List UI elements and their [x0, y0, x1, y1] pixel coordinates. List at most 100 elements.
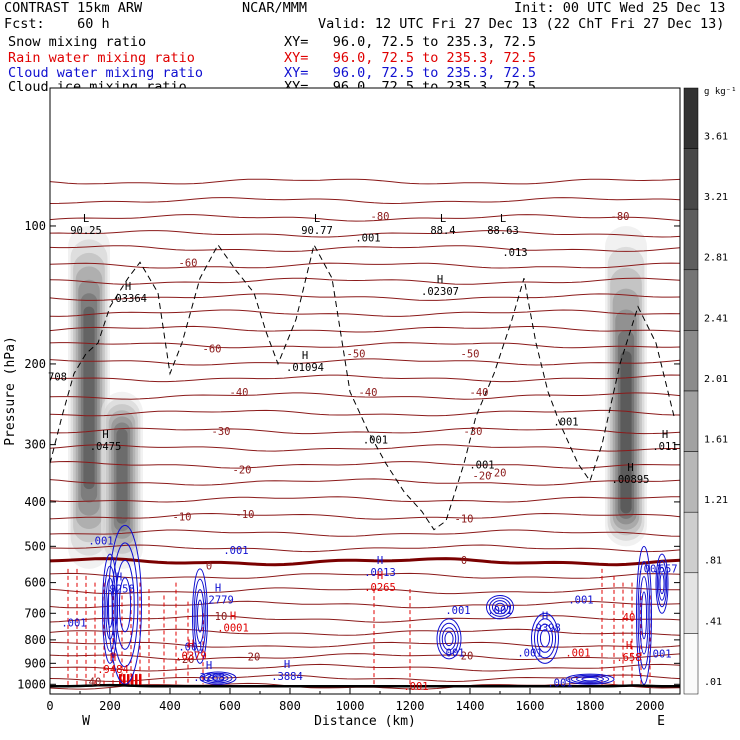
cloud-water-contour [486, 594, 514, 620]
cloud-water-contour [659, 573, 665, 595]
extremum-value: .011 [652, 441, 677, 453]
extremum-value: .03364 [109, 293, 147, 305]
isotherm-line [50, 178, 680, 185]
x-tick-label: 0 [46, 699, 53, 713]
extremum-value: .001 [487, 605, 512, 617]
extremum-value: .001 [547, 677, 572, 689]
y-tick-label: 600 [24, 576, 46, 590]
x-tick-label: 1800 [576, 699, 605, 713]
y-axis-label: Pressure (hPa) [3, 336, 18, 446]
extremum-value: .658 [616, 652, 641, 664]
cloud-water-contour [106, 589, 114, 628]
init-time: Init: 00 UTC Wed 25 Dec 13 [514, 0, 726, 16]
temperature-label: -20 [233, 465, 252, 477]
x-tick-label: 600 [219, 699, 241, 713]
y-tick-label: 800 [24, 633, 46, 647]
extremum-value: 90.77 [301, 225, 333, 237]
x-tick-label: 400 [159, 699, 181, 713]
cloud-water-contour [193, 578, 207, 654]
temperature-label: 20 [248, 652, 261, 664]
cloud-water-contour [639, 576, 649, 655]
y-tick-label: 400 [24, 495, 46, 509]
extremum-value: .3884 [271, 671, 303, 683]
colorbar-label: 1.21 [704, 495, 728, 506]
colorbar-segment [683, 269, 699, 331]
plot-background [50, 88, 680, 694]
colorbar-segment [683, 451, 699, 513]
extremum-value: .2779 [202, 595, 234, 607]
isotherm-line [50, 615, 680, 623]
isotherm-line [50, 460, 680, 469]
colorbar-label: .81 [704, 556, 722, 567]
cloud-water-contour [656, 560, 668, 608]
x-tick-label: 1000 [336, 699, 365, 713]
temperature-label: -30 [464, 426, 483, 438]
rain-core [135, 674, 138, 686]
extremum-mark: H [377, 570, 383, 582]
isotherm-line [50, 342, 680, 349]
colorbar-segment [683, 511, 699, 574]
extremum-value: .0265 [364, 582, 396, 594]
extremum-value: .001 [469, 460, 494, 472]
extremum-value: .001 [637, 564, 662, 576]
rain-water-contours [67, 568, 651, 687]
isotherm-line [50, 392, 680, 400]
temperature-label: -60 [179, 257, 198, 269]
cloud-ice-contours [50, 243, 675, 531]
extremum-value: .0013 [364, 567, 396, 579]
cloud-water-contour [195, 589, 205, 644]
extremum-value: 88.63 [487, 225, 519, 237]
extremum-value: .0475 [90, 441, 122, 453]
temperature-label: 0 [206, 560, 212, 572]
east-label: E [657, 714, 665, 729]
temperature-label: -60 [203, 343, 222, 355]
extremum-mark: H [626, 640, 632, 652]
cloud-water-contour [581, 676, 599, 682]
isotherm-line [50, 663, 680, 672]
cloud-water-contour [444, 631, 454, 647]
extremum-value: 88.4 [430, 225, 455, 237]
x-tick-label: 1400 [456, 699, 485, 713]
cloud-water-contour [102, 553, 118, 664]
cloud-water-contour [488, 597, 512, 617]
extremum-value: .3268 [193, 672, 225, 684]
cloud-water-contour [640, 591, 648, 640]
isotherm-line [50, 293, 680, 301]
cloud-water-contour [207, 674, 229, 683]
y-tick-label: 300 [24, 438, 46, 452]
extrema-labels: L90.25L90.77.001L88.4L88.63.013H.03364H.… [48, 213, 678, 693]
colorbar: 3.61 3.21 2.81 2.41 2.01 1.61 1.21 .81 .41 .01 [683, 87, 728, 695]
extremum-mark: H [662, 429, 668, 441]
x-tick-label: 800 [279, 699, 301, 713]
isotherm-line [50, 512, 680, 520]
isotherm-line [50, 496, 680, 503]
cloud-water-contour [533, 618, 557, 659]
cloud-water-contour [494, 602, 506, 612]
temperature-label: 0 [461, 555, 467, 567]
colorbar-label: 2.01 [704, 374, 728, 385]
extremum-value: .00895 [612, 474, 650, 486]
cloud-water-contour [565, 673, 615, 685]
temperature-label: -10 [236, 509, 255, 521]
terrain-profile [50, 683, 680, 688]
extremum-mark: H [627, 462, 633, 474]
extremum-value: .0379 [175, 651, 207, 663]
temperature-label: -20 [473, 470, 492, 482]
cloud-water-contour [637, 560, 651, 670]
extremum-value: .02307 [421, 286, 459, 298]
y-tick-label: 700 [24, 606, 46, 620]
extremum-mark: H [188, 639, 194, 651]
plot-area [50, 88, 680, 694]
extremum-mark: H [125, 281, 131, 293]
legend-snow-name: Snow mixing ratio [8, 34, 147, 50]
legend-cloudwater-name: Cloud water mixing ratio [8, 65, 204, 81]
isotherm-line [50, 309, 680, 317]
colorbar-label: 2.81 [704, 253, 728, 264]
isotherm-line [50, 674, 680, 683]
extremum-mark: H [377, 555, 383, 567]
x-tick-label: 2000 [636, 699, 665, 713]
temperature-label: 40 [89, 676, 102, 688]
isotherm-line [50, 653, 680, 661]
